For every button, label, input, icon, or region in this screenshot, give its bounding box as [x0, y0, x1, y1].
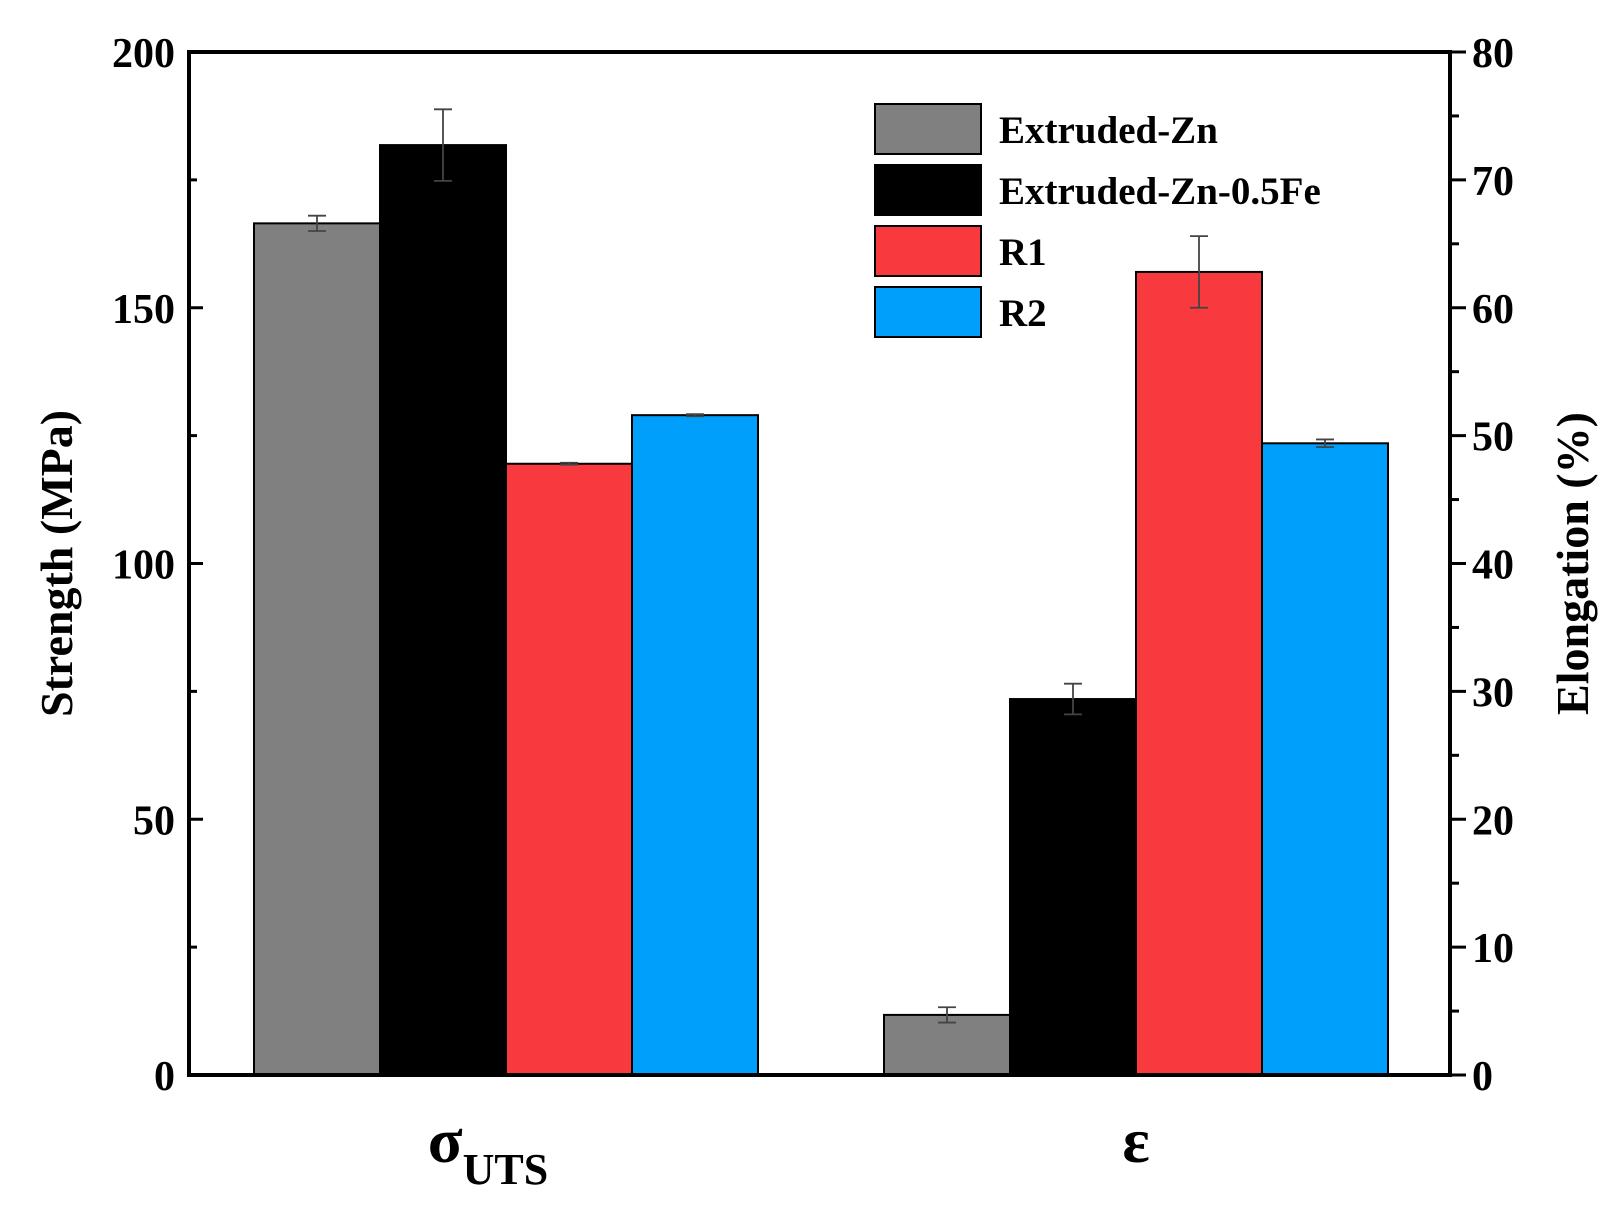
legend-item-extruded-zn: Extruded-Zn — [874, 103, 1218, 155]
bar-extruded-zn-elongation — [883, 1013, 1011, 1076]
legend-label: R2 — [999, 292, 1047, 335]
bar-r1-uts — [505, 462, 633, 1076]
right-tick-label: 80 — [1472, 31, 1514, 77]
error-bar-r1-uts — [560, 461, 578, 466]
left-tick-label: 0 — [154, 1054, 175, 1100]
right-tick-label: 40 — [1472, 543, 1514, 589]
right-tick-label: 30 — [1472, 670, 1514, 716]
bar-r2-elongation — [1261, 442, 1389, 1076]
error-bar-extruded-zn-0-5fe-uts — [434, 108, 452, 182]
error-bar-r1-elongation — [1190, 235, 1208, 309]
legend-item-r2: R2 — [874, 286, 1047, 338]
right-axis-title: Elongation (%) — [1547, 412, 1598, 715]
bar-extruded-zn-0-5fe-elongation — [1009, 698, 1137, 1076]
error-bar-r2-elongation — [1316, 438, 1334, 449]
bar-extruded-zn-0-5fe-uts — [379, 144, 507, 1076]
bar-r1-elongation — [1135, 270, 1263, 1076]
legend-label: Extruded-Zn-0.5Fe — [999, 170, 1321, 213]
left-axis-ticks — [189, 50, 203, 1077]
error-bar-r2-uts — [686, 413, 704, 418]
right-tick-label: 70 — [1472, 159, 1514, 205]
right-axis-ticks — [1450, 50, 1466, 1077]
right-tick-label: 20 — [1472, 798, 1514, 844]
legend-swatch — [874, 164, 982, 216]
category-label-uts: σUTS — [428, 1105, 548, 1194]
error-bar-extruded-zn-uts — [308, 214, 326, 232]
right-tick-label: 10 — [1472, 926, 1514, 972]
error-bar-extruded-zn-0-5fe-elongation — [1064, 682, 1082, 716]
error-bar-extruded-zn-elongation — [938, 1006, 956, 1024]
category-label-elongation: ε — [1122, 1105, 1149, 1176]
legend-swatch — [874, 286, 982, 338]
left-tick-label: 100 — [112, 543, 175, 589]
legend-item-extruded-zn-0-5fe: Extruded-Zn-0.5Fe — [874, 164, 1321, 216]
left-tick-label: 200 — [112, 31, 175, 77]
legend-swatch — [874, 103, 982, 155]
left-tick-label: 50 — [133, 798, 175, 844]
right-tick-label: 0 — [1472, 1054, 1493, 1100]
left-axis-tick-labels: 0 50 100 150 200 — [112, 31, 175, 1100]
legend-label: R1 — [999, 231, 1047, 274]
right-axis-tick-labels: 0 10 20 30 40 50 60 70 80 — [1472, 31, 1514, 1100]
right-tick-label: 50 — [1472, 415, 1514, 461]
category-labels: σUTS ε — [428, 1105, 1150, 1194]
left-tick-label: 150 — [112, 287, 175, 333]
bar-extruded-zn-uts — [253, 222, 381, 1077]
legend-label: Extruded-Zn — [999, 109, 1218, 152]
legend-swatch — [874, 225, 982, 277]
legend-item-r1: R1 — [874, 225, 1047, 277]
left-axis-title: Strength (MPa) — [31, 410, 82, 717]
right-tick-label: 60 — [1472, 287, 1514, 333]
error-bars-layer — [308, 108, 1334, 1024]
bars-layer — [253, 144, 1389, 1077]
bar-r2-uts — [631, 414, 759, 1077]
legend: Extruded-Zn Extruded-Zn-0.5Fe R1 R2 — [874, 103, 1321, 338]
